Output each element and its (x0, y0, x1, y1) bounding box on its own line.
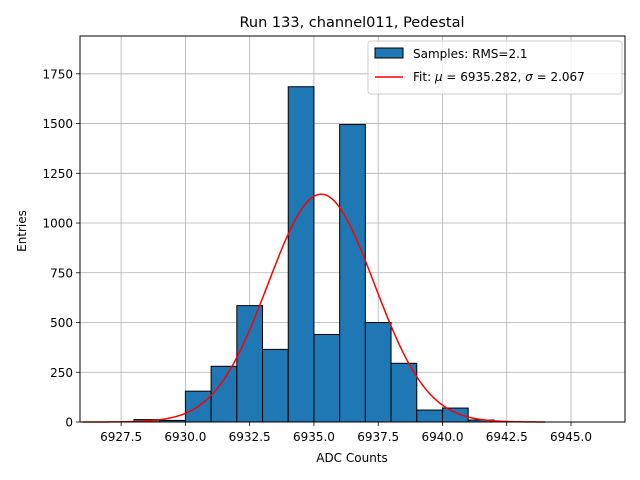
legend-histogram-swatch (374, 47, 404, 59)
histogram-bar (313, 333, 341, 423)
y-tick-label: 250 (50, 366, 73, 380)
histogram-bar (441, 407, 469, 423)
y-tick-label: 500 (50, 316, 73, 330)
legend-fit-sigma-value: = 2.067 (533, 70, 585, 84)
histogram-bar (339, 124, 366, 423)
legend-fit-label: Fit: μ = 6935.282, σ = 2.067 (413, 70, 585, 84)
legend-fit-prefix: Fit: (413, 70, 435, 84)
legend-histogram-label: Samples: RMS=2.1 (413, 47, 528, 61)
y-axis-label: Entries (15, 210, 29, 252)
y-tick-label: 1500 (42, 117, 73, 131)
histogram-bar (416, 409, 443, 423)
fit-curve (82, 193, 546, 423)
histogram-bars (133, 86, 495, 423)
legend-fit-sigma-symbol: σ (525, 70, 533, 84)
x-axis-label: ADC Counts (316, 451, 388, 465)
plot-frame (79, 35, 626, 423)
histogram-bar (236, 305, 264, 423)
legend-frame (367, 40, 623, 95)
x-tick-label: 6942.5 (486, 430, 528, 444)
y-axis-ticks: 0 250 500 750 1000 1250 1500 1750 (42, 67, 80, 430)
x-tick-label: 6937.5 (357, 430, 399, 444)
histogram-bar (390, 362, 418, 423)
y-tick-label: 1250 (42, 167, 73, 181)
x-tick-label: 6930.0 (164, 430, 206, 444)
legend-fit-mu-symbol: μ (434, 70, 443, 84)
y-tick-label: 0 (65, 416, 73, 430)
y-tick-label: 1750 (42, 67, 73, 81)
legend-fit-mu-value: = 6935.282, (443, 70, 526, 84)
x-tick-label: 6940.0 (421, 430, 463, 444)
histogram-bar (262, 348, 289, 423)
x-axis-ticks: 6927.5 6930.0 6932.5 6935.0 6937.5 6940.0 6942… (100, 422, 592, 444)
legend: Samples: RMS=2.1 Fit: μ = 6935.282, σ = … (367, 40, 623, 95)
y-tick-label: 1000 (42, 217, 73, 231)
fit-curve-layer (82, 193, 546, 423)
histogram-bar (364, 322, 392, 423)
chart-title: Run 133, channel011, Pedestal (239, 15, 464, 31)
x-tick-label: 6932.5 (229, 430, 271, 444)
x-tick-label: 6927.5 (100, 430, 142, 444)
histogram-bar (210, 365, 238, 423)
x-tick-label: 6945.0 (550, 430, 592, 444)
y-tick-label: 750 (50, 266, 73, 280)
histogram-bar (287, 86, 315, 423)
x-tick-label: 6935.0 (293, 430, 335, 444)
